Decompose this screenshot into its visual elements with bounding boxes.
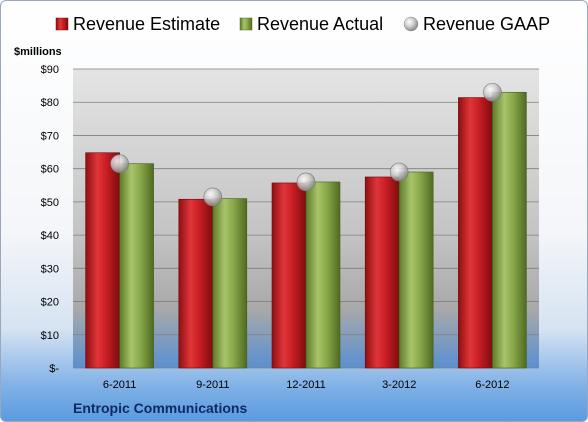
x-tick-label: 9-2011	[196, 379, 229, 391]
bar-revenue-estimate	[364, 176, 400, 369]
y-tick-label: $-	[49, 363, 59, 375]
bar-revenue-actual	[305, 181, 341, 369]
y-axis-ticks: $- $10 $20 $30 $40 $50 $60 $70 $80 $90	[41, 64, 60, 375]
x-tick-label: 3-2012	[382, 379, 416, 391]
y-tick-label: $70	[41, 130, 59, 142]
bar-revenue-actual	[398, 171, 434, 369]
y-tick-label: $80	[41, 97, 59, 109]
gaap-markers	[110, 82, 502, 207]
bars	[85, 91, 527, 369]
company-name: Entropic Communications	[73, 400, 247, 416]
y-tick-label: $90	[41, 64, 59, 76]
bar-revenue-actual	[119, 163, 154, 369]
bar-revenue-estimate	[178, 198, 214, 369]
marker-revenue-gaap	[110, 154, 129, 173]
legend-swatch-actual	[239, 17, 253, 31]
y-tick-label: $10	[41, 330, 59, 342]
y-axis-unit-label: $millions	[14, 46, 62, 58]
x-tick-label: 12-2011	[286, 379, 326, 391]
legend-swatch-estimate	[55, 17, 69, 31]
legend-label-gaap: Revenue GAAP	[423, 14, 550, 34]
legend-swatch-gaap	[403, 16, 419, 32]
bar-revenue-actual	[492, 91, 527, 369]
x-tick-label: 6-2012	[475, 379, 509, 391]
legend: Revenue Estimate Revenue Actual Revenue …	[55, 14, 550, 34]
y-tick-label: $40	[41, 230, 59, 242]
x-tick-label: 6-2011	[103, 379, 136, 391]
legend-label-actual: Revenue Actual	[257, 14, 383, 34]
marker-revenue-gaap	[483, 82, 502, 102]
y-tick-label: $30	[41, 263, 59, 275]
y-tick-label: $20	[41, 297, 59, 309]
legend-label-estimate: Revenue Estimate	[73, 14, 220, 34]
y-tick-label: $50	[41, 197, 59, 209]
x-axis-ticks: 6-2011 9-2011 12-2011 3-2012 6-2012	[103, 379, 510, 391]
bar-revenue-estimate	[271, 182, 307, 369]
marker-revenue-gaap	[296, 172, 316, 192]
marker-revenue-gaap	[389, 162, 409, 182]
y-tick-label: $60	[41, 164, 59, 176]
bar-revenue-actual	[212, 198, 248, 369]
bar-revenue-estimate	[85, 152, 120, 369]
bar-revenue-estimate	[458, 97, 493, 369]
marker-revenue-gaap	[203, 187, 223, 207]
